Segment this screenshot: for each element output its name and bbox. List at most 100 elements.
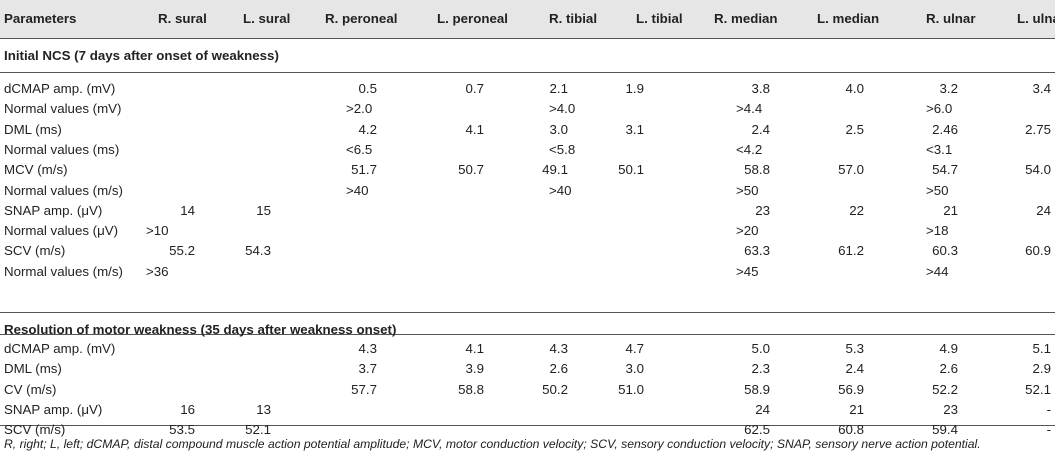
table-cell: 2.4 — [751, 121, 771, 137]
rule-line — [0, 334, 1055, 335]
table-cell: 58.9 — [744, 381, 770, 397]
table-cell: 16 — [180, 401, 195, 417]
table-cell: 49.1 — [542, 162, 568, 178]
rule-line — [0, 38, 1055, 39]
header-r-sural: R. sural — [158, 11, 207, 26]
row-label: SCV (m/s) — [4, 422, 66, 438]
table-cell: 23 — [755, 202, 770, 218]
header-l-tibial: L. tibial — [636, 11, 683, 26]
header-r-tibial: R. tibial — [549, 11, 598, 26]
table-cell: 4.3 — [549, 341, 569, 356]
header-l-sural: L. sural — [243, 11, 291, 26]
row-label: DML (ms) — [4, 121, 62, 137]
table-cell: 50.2 — [542, 381, 568, 397]
rule-line — [0, 425, 1055, 426]
table-cell: 3.0 — [625, 361, 645, 377]
table-cell: >50 — [736, 182, 759, 198]
table-cell: 3.7 — [358, 361, 378, 377]
table-cell: 24 — [1036, 202, 1051, 218]
table-cell: 3.0 — [549, 121, 569, 137]
table-cell: >40 — [346, 182, 369, 198]
table-cell: 56.9 — [838, 381, 864, 397]
table-cell: >40 — [549, 182, 572, 198]
table-cell: 5.3 — [845, 341, 865, 356]
table-cell: 2.1 — [549, 81, 569, 96]
table-cell: 2.6 — [549, 361, 569, 377]
table-cell: 3.1 — [625, 121, 645, 137]
table-cell: 54.3 — [245, 243, 271, 259]
rule-line — [0, 72, 1055, 73]
table-cell: 4.2 — [358, 121, 378, 137]
table-cell: 57.0 — [838, 162, 864, 178]
table-cell: 2.3 — [751, 361, 771, 377]
table-cell: >45 — [736, 263, 759, 279]
table-cell: 0.5 — [358, 81, 378, 96]
table-cell: 21 — [943, 202, 958, 218]
table-cell: 60.9 — [1025, 243, 1051, 259]
table-cell: 4.7 — [625, 341, 645, 356]
table-cell: 4.3 — [358, 341, 378, 356]
table-cell: 51.0 — [618, 381, 644, 397]
table-cell: >44 — [926, 263, 949, 279]
row-label: Normal values (m/s) — [4, 263, 123, 279]
table-cell: >50 — [926, 182, 949, 198]
section-title: Resolution of motor weakness (35 days af… — [4, 322, 397, 337]
table-cell: 54.7 — [932, 162, 958, 178]
table-cell: <4.2 — [736, 141, 763, 157]
header-parameters: Parameters — [4, 11, 77, 26]
table-cell: >10 — [146, 223, 169, 239]
table-cell: 4.0 — [845, 81, 865, 96]
table-cell: <3.1 — [926, 141, 953, 157]
table-cell: >2.0 — [346, 101, 373, 117]
table-cell: 61.2 — [838, 243, 864, 259]
table-cell: 3.4 — [1032, 81, 1052, 96]
header-l-peroneal: L. peroneal — [437, 11, 508, 26]
table-cell: 54.0 — [1025, 162, 1051, 178]
table-cell: 22 — [849, 202, 864, 218]
table-cell: 3.2 — [939, 81, 959, 96]
table-cell: 24 — [755, 401, 770, 417]
table-cell: 59.4 — [932, 422, 958, 438]
header-r-ulnar: R. ulnar — [926, 11, 976, 26]
table-cell: 60.3 — [932, 243, 958, 259]
table-cell: >4.0 — [549, 101, 576, 117]
table-cell: 58.8 — [458, 381, 484, 397]
header-l-median: L. median — [817, 11, 880, 26]
table-cell: 15 — [256, 202, 271, 218]
table-header — [0, 0, 1055, 38]
table-cell: 4.9 — [939, 341, 959, 356]
table-cell: >36 — [146, 263, 169, 279]
row-label: Normal values (μV) — [4, 223, 119, 239]
table-cell: 2.5 — [845, 121, 865, 137]
row-label: SCV (m/s) — [4, 243, 66, 259]
table-cell: >6.0 — [926, 101, 953, 117]
table-cell: - — [1046, 401, 1051, 417]
table-cell: 52.2 — [932, 381, 958, 397]
table-cell: 60.8 — [838, 422, 864, 438]
footnote: R, right; L, left; dCMAP, distal compoun… — [4, 437, 981, 451]
table-cell: 63.3 — [744, 243, 770, 259]
table-cell: 23 — [943, 401, 958, 417]
table-cell: 5.0 — [751, 341, 771, 356]
table-cell: 21 — [849, 401, 864, 417]
table-cell: 57.7 — [351, 381, 377, 397]
table-cell: 51.7 — [351, 162, 377, 178]
row-label: SNAP amp. (μV) — [4, 202, 103, 218]
row-label: dCMAP amp. (mV) — [4, 341, 116, 356]
table-cell: 50.7 — [458, 162, 484, 178]
table-cell: 13 — [256, 401, 271, 417]
table-cell: 53.5 — [169, 422, 195, 438]
table-cell: - — [1046, 422, 1051, 438]
table-cell: 62.5 — [744, 422, 770, 438]
row-label: DML (ms) — [4, 361, 62, 377]
table-cell: 2.6 — [939, 361, 959, 377]
rule-line — [0, 312, 1055, 313]
section-title: Initial NCS (7 days after onset of weakn… — [4, 48, 279, 63]
table-cell: 5.1 — [1032, 341, 1052, 356]
table-cell: >20 — [736, 223, 759, 239]
table-cell: <6.5 — [346, 141, 373, 157]
header-r-median: R. median — [714, 11, 778, 26]
table-cell: 4.1 — [465, 341, 485, 356]
table-cell: 3.9 — [465, 361, 485, 377]
table-cell: >18 — [926, 223, 949, 239]
